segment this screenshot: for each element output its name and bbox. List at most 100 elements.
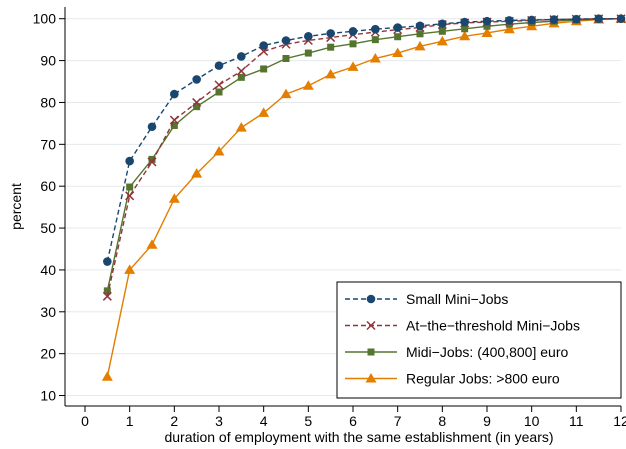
axes: percent duration of employment with the … — [8, 7, 626, 445]
series-0-point — [214, 61, 224, 70]
series-1-point — [102, 291, 112, 301]
series-3-point — [280, 88, 292, 99]
legend: Small Mini−Jobs At−the−threshold Mini−Job… — [336, 281, 622, 399]
legend-0-point — [366, 294, 376, 304]
series-0-point — [147, 122, 157, 132]
series-2-point — [237, 73, 245, 81]
series-1 — [102, 14, 626, 301]
x-tick-label: 3 — [215, 413, 223, 429]
series-0-point — [505, 16, 514, 25]
legend-3-point — [365, 373, 377, 383]
series-0-point — [259, 41, 268, 50]
series-1-point — [192, 97, 202, 107]
series-3-point — [168, 193, 180, 203]
series-1-point — [214, 80, 224, 90]
y-tick-label: 60 — [40, 178, 56, 194]
series-0 — [103, 14, 626, 266]
series-0-point — [304, 32, 313, 41]
series-2-point — [461, 25, 469, 33]
series-0-point — [482, 16, 492, 26]
y-tick-label: 40 — [40, 262, 56, 278]
y-tick-label: 50 — [40, 220, 56, 236]
y-tick-label: 70 — [40, 136, 56, 152]
x-tick-label: 10 — [524, 413, 540, 429]
legend-label: Regular Jobs: >800 euro — [406, 371, 560, 387]
y-axis-title: percent — [8, 183, 24, 230]
series-1-point — [236, 66, 246, 76]
series-2-point — [327, 43, 335, 51]
series-3-point — [347, 61, 359, 71]
series-3-point — [481, 27, 493, 37]
series-2-point — [103, 287, 111, 295]
series-3-point — [325, 68, 337, 79]
legend-2-point — [367, 348, 375, 356]
legend-label: Small Mini−Jobs — [406, 291, 508, 307]
series-line — [106, 18, 622, 377]
series-2-point — [215, 88, 223, 96]
series-3-point — [414, 40, 426, 51]
series-line — [106, 18, 621, 262]
series-0-point — [415, 21, 425, 31]
x-tick-label: 6 — [349, 413, 357, 429]
x-tick-label: 9 — [483, 413, 491, 429]
series-1-point — [147, 157, 157, 167]
series-0-point — [371, 24, 380, 34]
x-tick-label: 5 — [304, 413, 312, 429]
y-tick-label: 100 — [33, 11, 57, 27]
series-3-point — [258, 107, 270, 117]
series-0-point — [125, 156, 134, 166]
series-3-point — [191, 168, 203, 178]
series-0-point — [438, 19, 447, 29]
series-0-point — [393, 23, 402, 32]
legend-1-point — [366, 320, 376, 331]
series-3-point — [503, 23, 515, 34]
x-tick-label: 4 — [260, 413, 268, 429]
series-0-point — [549, 15, 559, 24]
legend-item: Midi−Jobs: (400,800] euro — [345, 344, 568, 360]
series-0-point — [594, 14, 603, 24]
y-tick-label: 10 — [40, 388, 56, 404]
series-2-point — [282, 54, 290, 62]
series-3-point — [235, 122, 247, 132]
legend-item: Small Mini−Jobs — [345, 291, 508, 307]
series-0-point — [170, 89, 179, 99]
x-tick-label: 1 — [126, 413, 134, 429]
series-3-point — [101, 371, 113, 381]
series-2-point — [126, 183, 134, 191]
series-2-point — [170, 121, 178, 129]
series-line — [106, 18, 622, 292]
series-2-point — [394, 33, 402, 41]
x-tick-label: 2 — [170, 413, 178, 429]
series-3-point — [302, 80, 314, 90]
legend-item: Regular Jobs: >800 euro — [345, 371, 560, 387]
series-3-point — [369, 52, 381, 63]
series-2-point — [416, 30, 424, 38]
series-3-point — [124, 264, 136, 274]
series-0-point — [326, 29, 335, 38]
series-3-point — [436, 35, 448, 46]
legend-label: Midi−Jobs: (400,800] euro — [406, 344, 568, 360]
x-tick-label: 12 — [613, 413, 626, 429]
series-2 — [103, 15, 625, 295]
series-2-point — [193, 103, 201, 111]
x-tick-label: 7 — [394, 413, 402, 429]
x-tick-label: 11 — [569, 413, 584, 429]
series-0-point — [527, 15, 536, 25]
x-axis-title: duration of employment with the same est… — [164, 429, 553, 445]
series-group — [101, 13, 626, 381]
series-1-point — [125, 191, 135, 201]
series-0-point — [281, 36, 291, 45]
series-3-point — [213, 145, 225, 156]
series-3-point — [146, 239, 158, 249]
series-3-point — [459, 30, 471, 41]
y-tick-label: 80 — [40, 94, 56, 110]
x-tick-label: 8 — [438, 413, 446, 429]
legend-item: At−the−threshold Mini−Jobs — [345, 318, 580, 334]
series-0-point — [460, 17, 469, 27]
series-3-point — [392, 47, 404, 58]
series-2-point — [371, 36, 379, 44]
series-0-point — [616, 14, 626, 24]
series-0-point — [192, 75, 201, 84]
